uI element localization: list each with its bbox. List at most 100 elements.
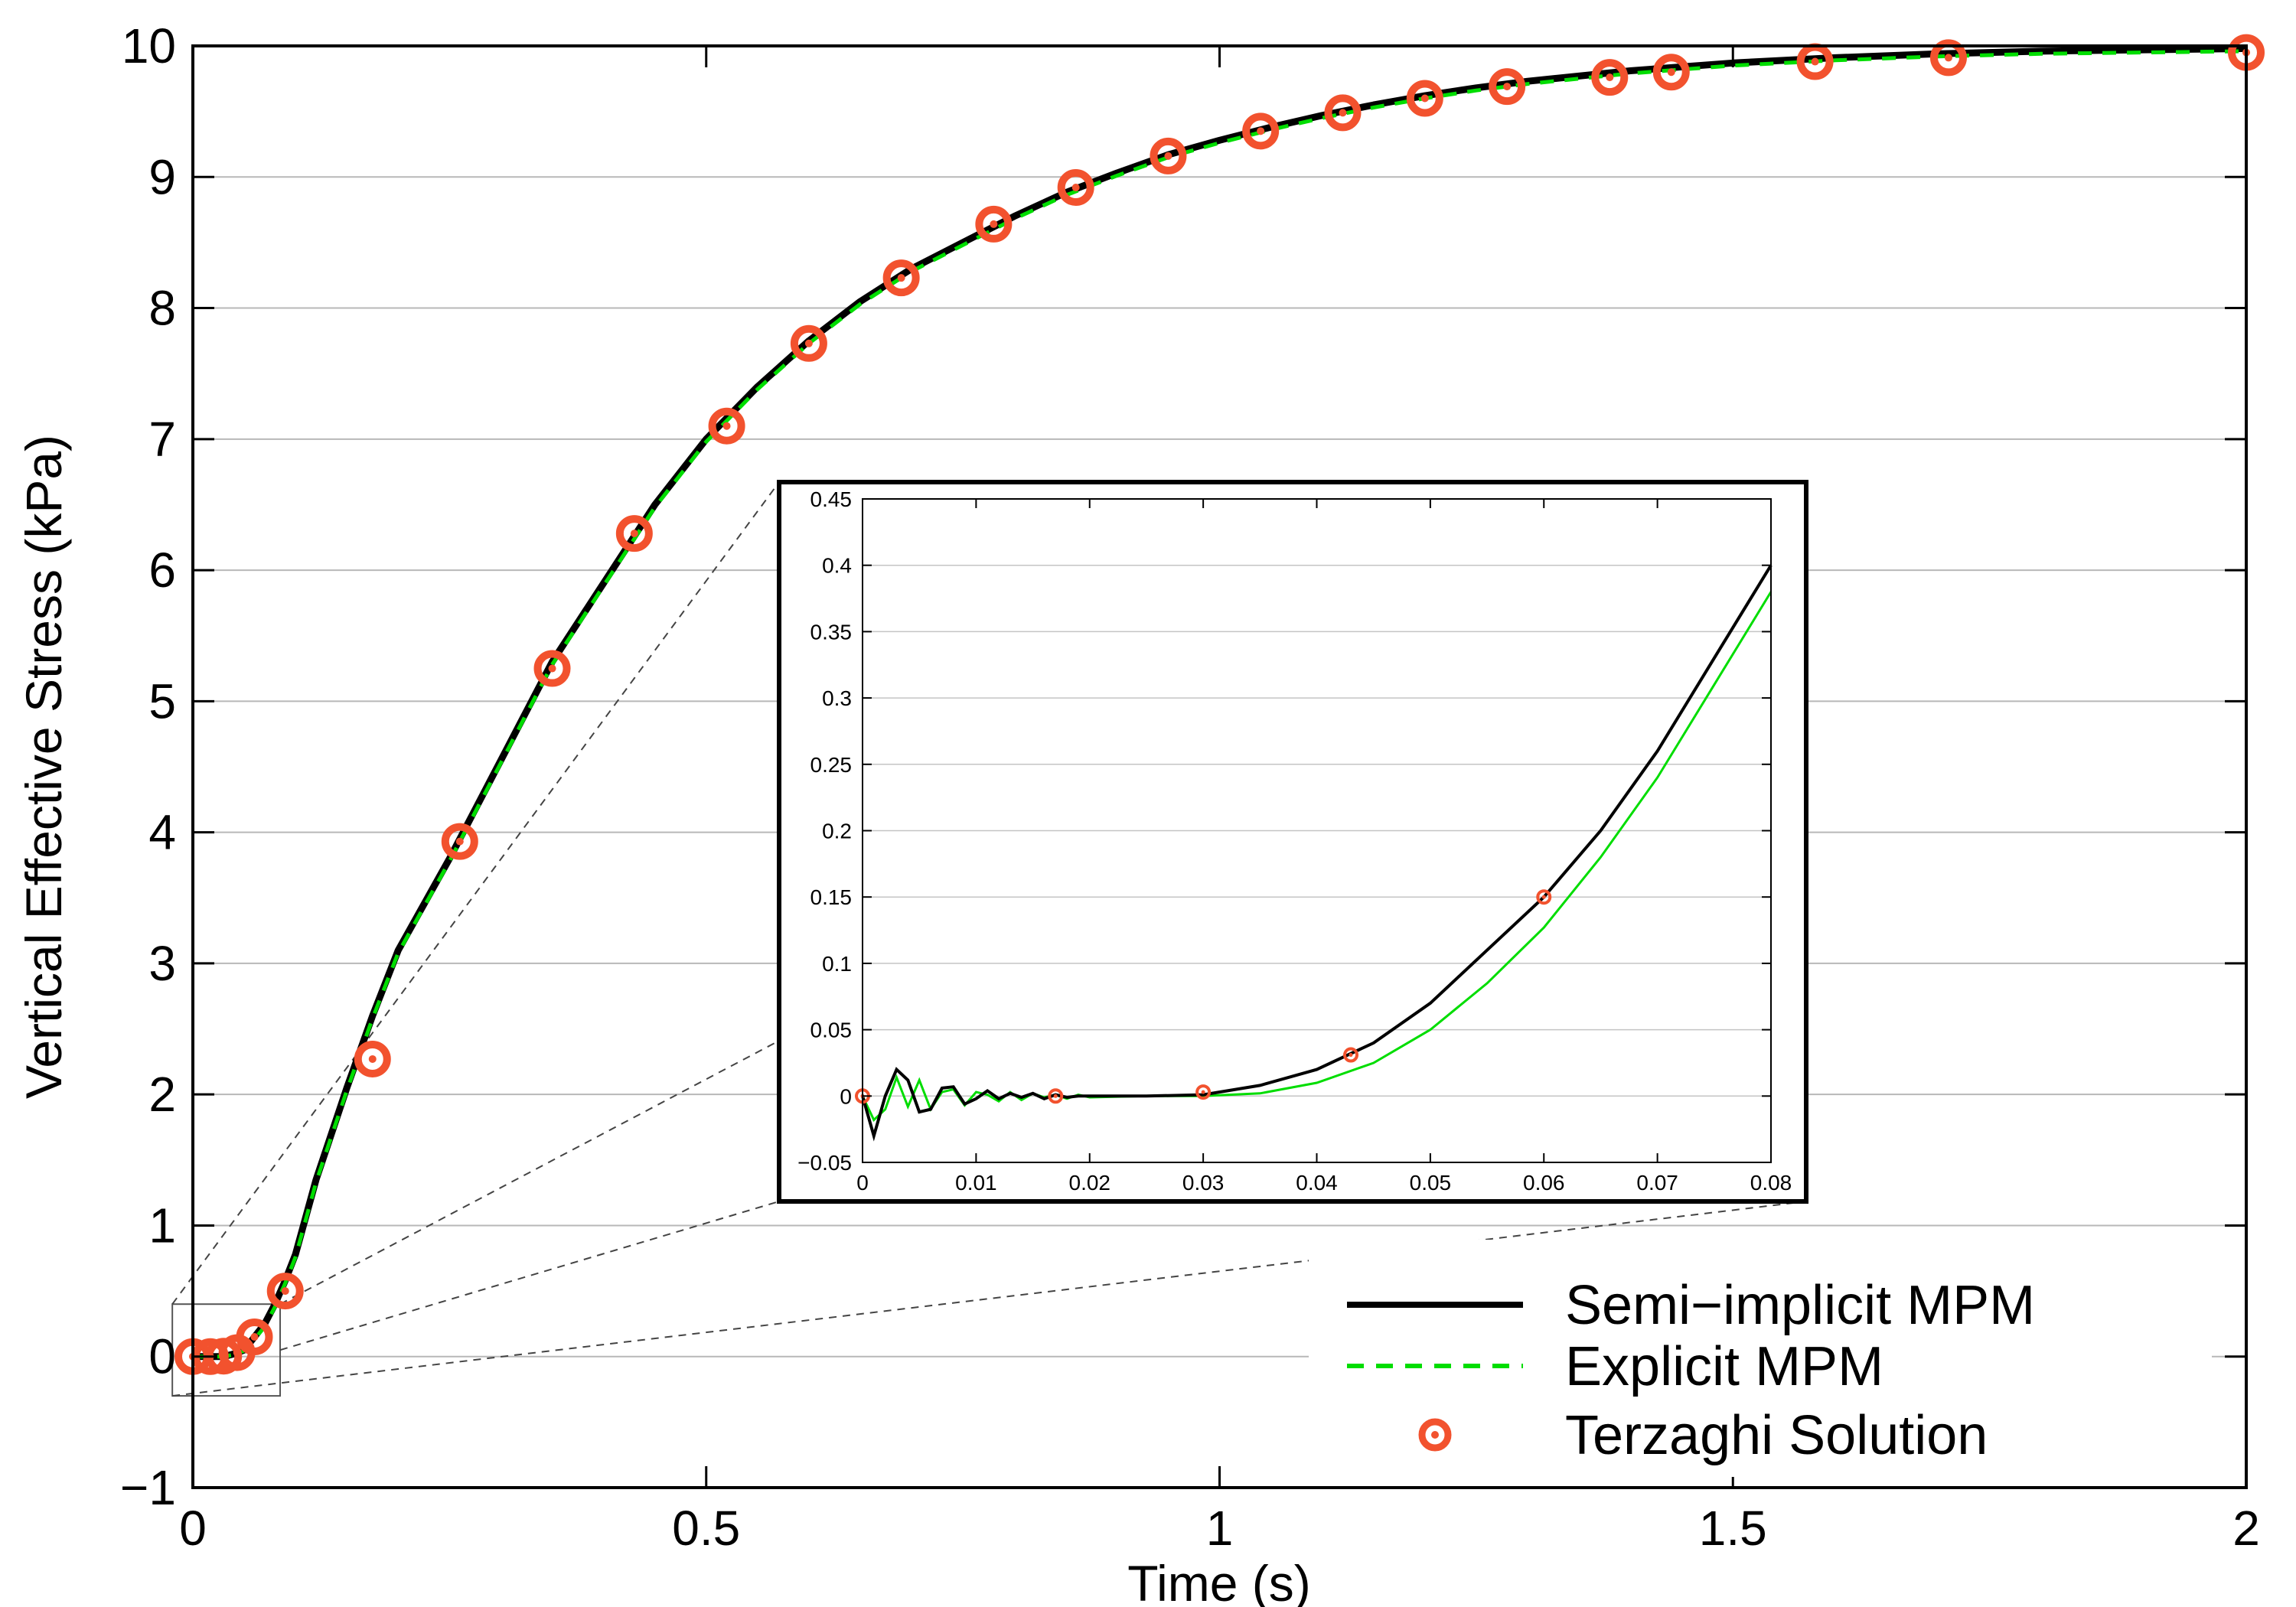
y-tick-label: −1 <box>120 1460 176 1515</box>
terzaghi-marker-dot <box>1503 83 1512 91</box>
terzaghi-marker <box>1591 59 1629 96</box>
inset-x-tick-label: 0.01 <box>955 1171 997 1195</box>
y-tick-label: 10 <box>122 18 176 73</box>
terzaghi-marker-dot <box>1257 127 1265 135</box>
inset-x-tick-label: 0.06 <box>1523 1171 1565 1195</box>
terzaghi-marker <box>266 1273 304 1310</box>
terzaghi-marker <box>1057 168 1094 206</box>
legend-label-terzaghi: Terzaghi Solution <box>1565 1405 1988 1466</box>
main-series <box>174 34 2265 1375</box>
inset-terzaghi-marker-dot <box>1349 1053 1353 1058</box>
terzaghi-marker <box>1489 68 1526 106</box>
legend-swatch-terzaghi <box>1418 1418 1452 1452</box>
inset-terzaghi-marker <box>1343 1047 1359 1063</box>
y-tick-label: 4 <box>148 805 176 860</box>
inset-series-line-semi-implicit <box>861 564 1773 1142</box>
terzaghi-marker-dot <box>455 837 464 846</box>
terzaghi-marker-dot <box>281 1287 289 1296</box>
terzaghi-marker <box>1929 39 1967 77</box>
x-tick-label: 1 <box>1206 1501 1234 1556</box>
terzaghi-marker-dot <box>1164 152 1172 160</box>
y-tick-label: 5 <box>148 673 176 729</box>
inset-y-tick-label: 0.4 <box>822 554 852 578</box>
terzaghi-marker <box>236 1319 273 1356</box>
inset-y-tick-label: 0.35 <box>810 620 853 644</box>
series-line-semi-implicit <box>193 44 2247 1361</box>
inset-x-tick-label: 0.05 <box>1410 1171 1452 1195</box>
inset-terzaghi-marker-dot <box>1053 1094 1058 1098</box>
terzaghi-marker-dot <box>250 1333 259 1341</box>
x-axis-label: Time (s) <box>1127 1555 1311 1607</box>
inset-y-tick-label: 0.25 <box>810 753 853 777</box>
inset-terzaghi-marker <box>1195 1084 1212 1100</box>
inset-terzaghi-marker <box>1536 889 1552 905</box>
inset-y-tick-label: 0.15 <box>810 885 853 909</box>
terzaghi-marker <box>533 650 571 687</box>
inset-terzaghi-marker-dot <box>1541 895 1546 899</box>
terzaghi-marker-dot <box>630 530 638 538</box>
inset-y-tick-label: 0 <box>840 1084 852 1108</box>
inset-terzaghi-marker-dot <box>1201 1090 1205 1094</box>
terzaghi-marker <box>1150 137 1187 174</box>
x-tick-label: 1.5 <box>1699 1501 1767 1556</box>
terzaghi-marker-dot <box>804 339 813 347</box>
zoom-connector <box>172 1201 1807 1397</box>
inset-y-tick-label: 0.2 <box>822 820 852 843</box>
y-tick-label: 9 <box>148 149 176 204</box>
terzaghi-marker <box>615 515 653 553</box>
y-tick-label: 8 <box>148 281 176 336</box>
terzaghi-marker <box>790 324 827 362</box>
inset-y-tick-label: 0.1 <box>822 952 852 976</box>
inset-y-tick-label: 0.05 <box>810 1019 853 1042</box>
terzaghi-marker-dot <box>1420 94 1429 103</box>
terzaghi-marker-dot <box>990 220 998 228</box>
y-axis-label: Vertical Effective Stress (kPa) <box>15 435 72 1099</box>
terzaghi-marker <box>1406 80 1443 117</box>
terzaghi-marker <box>708 407 745 445</box>
terzaghi-marker-dot <box>1944 54 1952 62</box>
legend-label-semi-implicit: Semi−implicit MPM <box>1565 1275 2035 1336</box>
inset-x-tick-label: 0 <box>856 1171 869 1195</box>
terzaghi-marker <box>1242 112 1280 150</box>
zoom-connector <box>279 1040 780 1305</box>
y-tick-label: 0 <box>148 1329 176 1384</box>
terzaghi-marker <box>882 259 920 297</box>
terzaghi-marker <box>975 205 1013 243</box>
terzaghi-marker-dot <box>1339 109 1347 117</box>
terzaghi-marker <box>1324 94 1362 132</box>
terzaghi-marker-dot <box>1606 73 1614 82</box>
inset-x-tick-label: 0.04 <box>1296 1171 1338 1195</box>
legend: Semi−implicit MPM Explicit MPM Terzaghi … <box>1309 1240 2212 1477</box>
zoom-connector <box>171 481 780 1305</box>
terzaghi-marker <box>1652 54 1690 91</box>
y-tick-label: 3 <box>148 936 176 991</box>
legend-background <box>1309 1240 2212 1477</box>
terzaghi-marker-dot <box>1667 68 1675 77</box>
inset-x-tick-label: 0.02 <box>1069 1171 1111 1195</box>
inset-x-tick-label: 0.08 <box>1750 1171 1792 1195</box>
terzaghi-marker <box>441 823 478 860</box>
terzaghi-marker <box>354 1040 391 1077</box>
terzaghi-marker-dot <box>1811 57 1819 66</box>
x-tick-label: 2 <box>2232 1501 2260 1556</box>
y-tick-label: 2 <box>148 1067 176 1122</box>
terzaghi-marker-dot <box>368 1054 377 1063</box>
inset-y-tick-label: −0.05 <box>797 1151 852 1175</box>
inset-y-tick-label: 0.45 <box>810 487 853 511</box>
legend-label-explicit: Explicit MPM <box>1565 1336 1883 1397</box>
zoom-connector <box>279 1201 780 1351</box>
inset-frame-outer <box>777 480 1808 1204</box>
terzaghi-marker-dot <box>722 422 731 430</box>
terzaghi-marker-dot <box>548 664 556 673</box>
terzaghi-marker-dot <box>1071 183 1080 191</box>
inset-x-tick-label: 0.03 <box>1182 1171 1225 1195</box>
x-tick-label: 0.5 <box>672 1501 740 1556</box>
legend-swatch-terzaghi-dot <box>1431 1431 1439 1439</box>
terzaghi-marker-dot <box>897 274 905 282</box>
inset-y-tick-label: 0.3 <box>822 686 852 710</box>
terzaghi-marker-dot <box>233 1348 241 1357</box>
y-tick-label: 1 <box>148 1198 176 1253</box>
